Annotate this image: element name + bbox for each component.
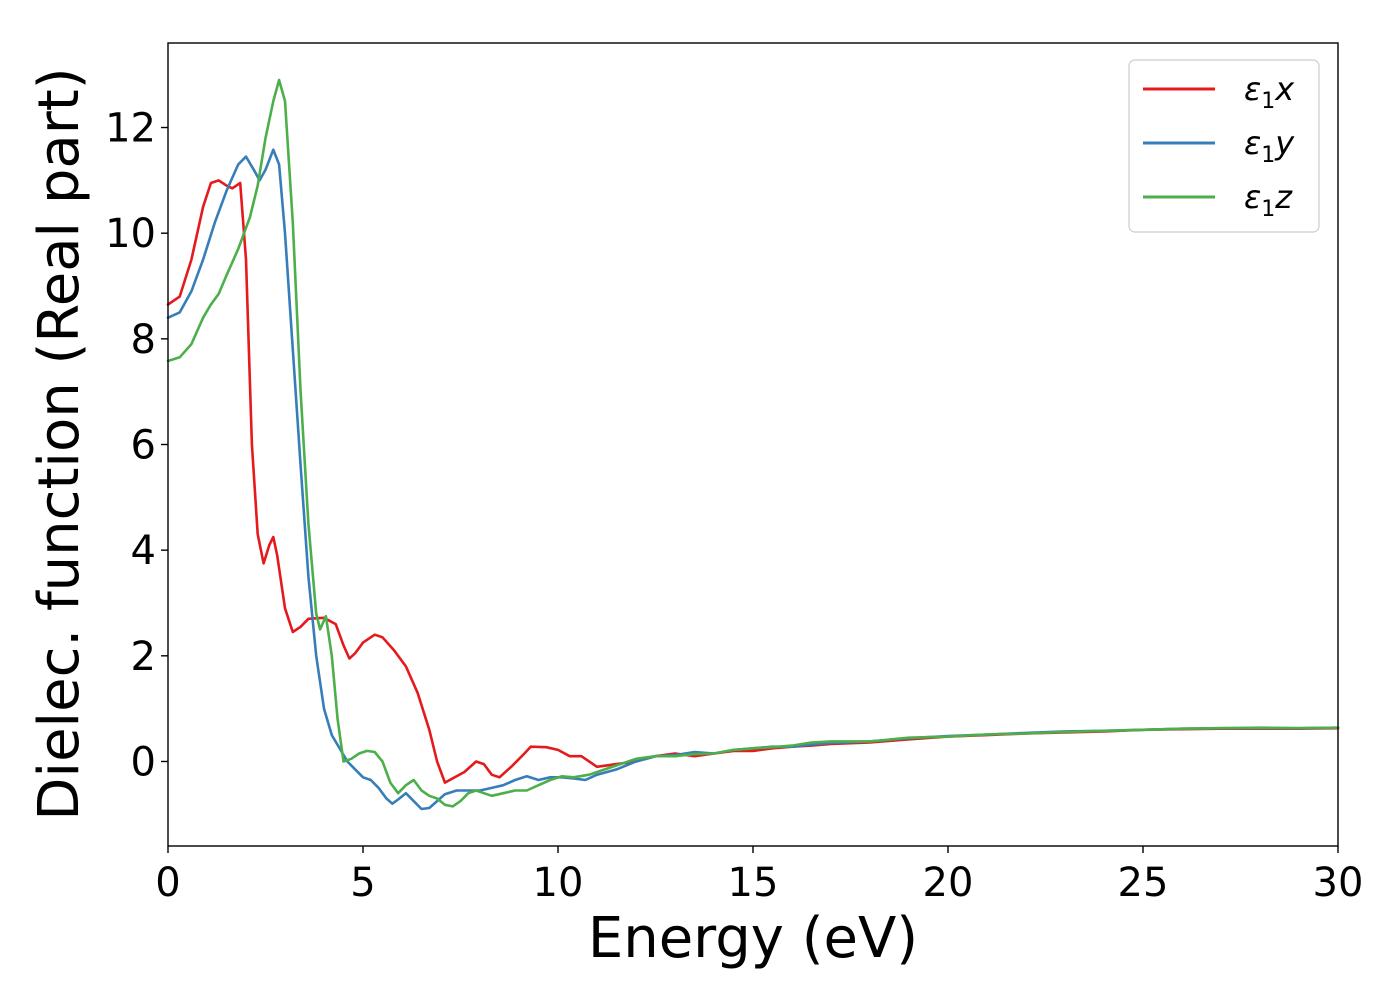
y-tick-label: 6 <box>131 423 156 469</box>
legend-label: ε1x <box>1244 70 1295 114</box>
y-tick-label: 2 <box>131 634 156 680</box>
x-tick-label: 0 <box>155 860 180 906</box>
x-tick-label: 5 <box>350 860 375 906</box>
x-tick-label: 25 <box>1118 860 1169 906</box>
y-tick-label: 10 <box>105 211 156 257</box>
legend-label-sub: 1 <box>1261 89 1275 114</box>
legend-label-suffix: y <box>1274 124 1295 162</box>
legend-label: ε1y <box>1244 124 1295 168</box>
legend-label-base: ε <box>1244 178 1261 216</box>
y-tick-label: 4 <box>131 528 156 574</box>
legend-label: ε1z <box>1244 178 1293 222</box>
legend-label-base: ε <box>1244 70 1261 108</box>
legend-label-suffix: z <box>1274 178 1293 216</box>
series-layer <box>166 78 1340 811</box>
y-tick-label: 0 <box>131 739 156 785</box>
y-tick-label: 8 <box>131 317 156 363</box>
legend-label-sub: 1 <box>1261 143 1275 168</box>
x-tick-label: 30 <box>1313 860 1364 906</box>
series-line-z <box>166 78 1340 808</box>
legend-label-base: ε <box>1244 124 1261 162</box>
y-ticks: 0 2 4 6 8 10 12 <box>105 106 168 785</box>
x-axis-label: Energy (eV) <box>588 906 918 971</box>
x-tick-label: 20 <box>923 860 974 906</box>
x-ticks: 0 5 10 15 20 25 30 <box>155 846 1363 906</box>
y-axis-label: Dielec. function (Real part) <box>27 67 92 820</box>
legend-label-suffix: x <box>1274 70 1295 108</box>
y-tick-label: 12 <box>105 106 156 152</box>
legend-frame <box>1128 59 1320 233</box>
x-tick-label: 15 <box>728 860 779 906</box>
legend-label-sub: 1 <box>1261 197 1275 222</box>
x-tick-label: 10 <box>533 860 584 906</box>
